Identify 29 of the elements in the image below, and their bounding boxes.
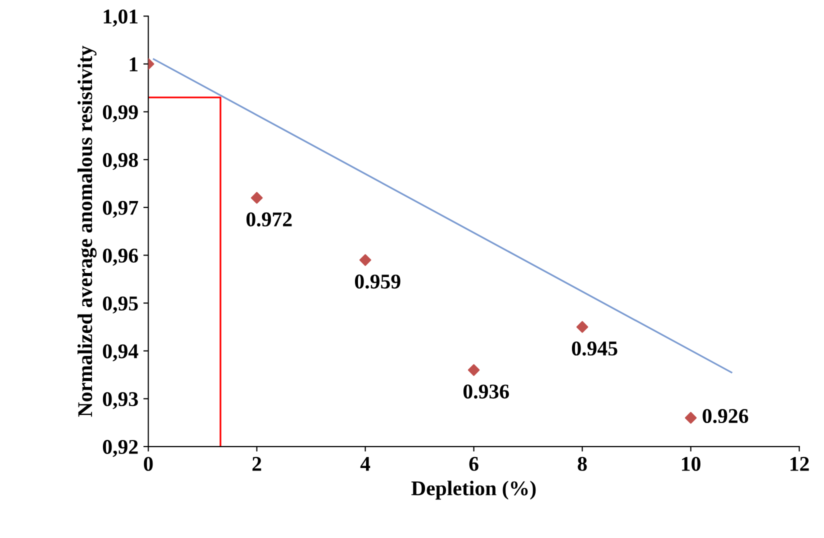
x-tick-label: 0 (144, 456, 153, 471)
x-axis-title: Depletion (%) (411, 480, 536, 500)
y-axis-title: Normalized average anomalous resistivity (78, 46, 97, 417)
point (576, 321, 588, 333)
x-tick-label: 8 (578, 456, 587, 471)
point (359, 254, 372, 266)
x-tick-label: 4 (360, 457, 370, 471)
y-tick-label: 0,98 (102, 152, 138, 170)
data-label: 0.945 (572, 341, 618, 356)
data-label: 0.926 (702, 409, 748, 424)
point (468, 364, 480, 376)
point (684, 412, 697, 424)
y-tick-label: 0,95 (102, 296, 138, 314)
x-tick-label: 10 (682, 456, 700, 471)
point (250, 192, 263, 204)
x-tick-label: 12 (790, 456, 809, 471)
x-tick-label: 2 (252, 456, 262, 471)
data-label: 0.959 (354, 274, 400, 289)
data-label: 0.936 (463, 384, 509, 399)
y-tick-label: 1 (130, 57, 138, 72)
x-tick-label: 6 (469, 456, 478, 471)
y-tick-label: 0,96 (102, 248, 138, 266)
y-tick-label: 1,01 (104, 10, 138, 27)
y-tick-label: 0,94 (102, 344, 138, 362)
y-tick-label: 0,92 (102, 440, 138, 457)
data-label: 0.972 (246, 212, 292, 227)
y-tick-label: 0,97 (102, 200, 138, 218)
y-tick-label: 0,99 (102, 105, 138, 122)
y-tick-label: 0,93 (102, 392, 138, 410)
